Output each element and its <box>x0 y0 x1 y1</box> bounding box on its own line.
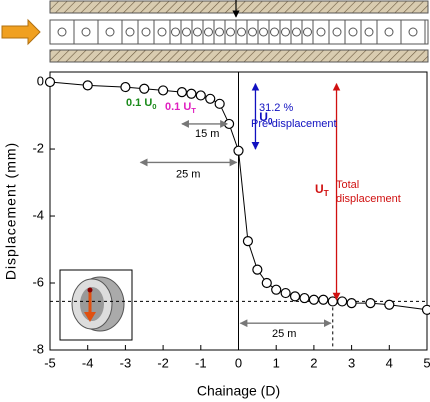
y-tick-label: -6 <box>32 274 44 289</box>
data-point <box>289 291 301 302</box>
data-point <box>158 85 169 96</box>
segment-marker <box>303 27 312 37</box>
segment-marker <box>316 27 326 37</box>
annotation: Pre-displacement <box>251 118 337 130</box>
segment-marker <box>81 27 91 37</box>
data-point <box>346 298 357 309</box>
data-point <box>139 83 150 94</box>
segment-marker <box>259 27 268 37</box>
data-point <box>384 299 395 310</box>
data-point <box>299 292 310 304</box>
segment-marker <box>193 27 202 37</box>
segment-marker <box>237 27 246 37</box>
segment-marker <box>226 27 235 37</box>
segment-marker <box>408 27 418 37</box>
annotation-sub: 0 <box>268 116 273 126</box>
data-point <box>186 88 197 99</box>
annotation: 25 m <box>176 168 200 180</box>
x-tick-label: -2 <box>157 355 169 370</box>
data-point <box>308 294 319 305</box>
data-point <box>195 90 206 101</box>
data-point <box>318 294 329 305</box>
annotation: 31.2 % <box>259 102 293 114</box>
segment-marker <box>105 27 115 37</box>
data-point <box>44 76 56 88</box>
segment-marker <box>348 27 358 37</box>
segment-marker <box>364 27 374 37</box>
data-point <box>252 264 263 275</box>
x-tick-label: 0 <box>235 355 242 370</box>
annotation: UT <box>315 182 330 198</box>
data-point <box>261 277 272 289</box>
annotation: U0 <box>259 110 273 126</box>
data-point <box>242 236 254 247</box>
x-tick-label: 5 <box>423 355 430 370</box>
x-tick-label: 1 <box>273 355 280 370</box>
segment-marker <box>281 27 290 37</box>
data-point <box>120 81 131 93</box>
annotation: displacement <box>336 193 401 205</box>
x-tick-label: -4 <box>82 355 94 370</box>
segment-marker <box>270 27 279 37</box>
segment-marker <box>204 27 213 37</box>
segment-marker <box>332 27 342 37</box>
y-axis-label: Displacement (mm) <box>3 142 19 280</box>
data-point <box>337 296 348 307</box>
segment-marker <box>292 27 301 37</box>
data-point <box>214 98 225 109</box>
y-tick-label: 0 <box>37 73 44 88</box>
data-point <box>271 284 282 295</box>
segment-marker <box>182 27 191 37</box>
x-tick-label: -3 <box>120 355 132 370</box>
tunnel-icon <box>59 269 133 341</box>
annotation-sub: T <box>324 188 330 198</box>
data-point <box>421 304 430 315</box>
annotation: 0.1 U0 <box>126 97 157 111</box>
tunnel-schematic <box>1 0 429 63</box>
annotation-text: 0.1 U <box>165 101 191 113</box>
segment-marker <box>171 27 180 37</box>
data-point <box>176 86 188 98</box>
segment-marker <box>248 27 257 37</box>
segment-marker <box>141 27 151 37</box>
x-axis-label: Chainage (D) <box>197 383 280 399</box>
x-tick-label: -5 <box>44 355 56 370</box>
segment-marker <box>125 27 135 37</box>
annotation-text: U <box>315 182 324 196</box>
x-tick-label: 4 <box>386 355 393 370</box>
annotation-text: U <box>259 110 268 124</box>
annotation-text: 0.1 U <box>126 97 152 109</box>
annotation: 15 m <box>195 128 219 140</box>
segment-marker <box>215 27 224 37</box>
annotation: Total <box>336 179 359 191</box>
data-point <box>233 145 244 156</box>
x-tick-label: 3 <box>348 355 355 370</box>
data-point <box>280 287 291 299</box>
segment-marker <box>157 27 167 37</box>
y-tick-label: -4 <box>32 207 44 222</box>
data-point <box>82 80 93 91</box>
x-tick-label: -1 <box>195 355 207 370</box>
data-point <box>365 298 376 309</box>
x-tick-label: 2 <box>310 355 317 370</box>
data-point <box>205 93 216 104</box>
annotation-sub: T <box>191 106 196 115</box>
annotation: 25 m <box>272 328 296 340</box>
segment-marker <box>384 27 394 37</box>
annotation: 0.1 UT <box>165 101 196 115</box>
segment-marker <box>57 27 67 37</box>
annotation-sub: 0 <box>152 102 156 111</box>
y-tick-label: -8 <box>32 341 44 356</box>
y-tick-label: -2 <box>32 140 44 155</box>
